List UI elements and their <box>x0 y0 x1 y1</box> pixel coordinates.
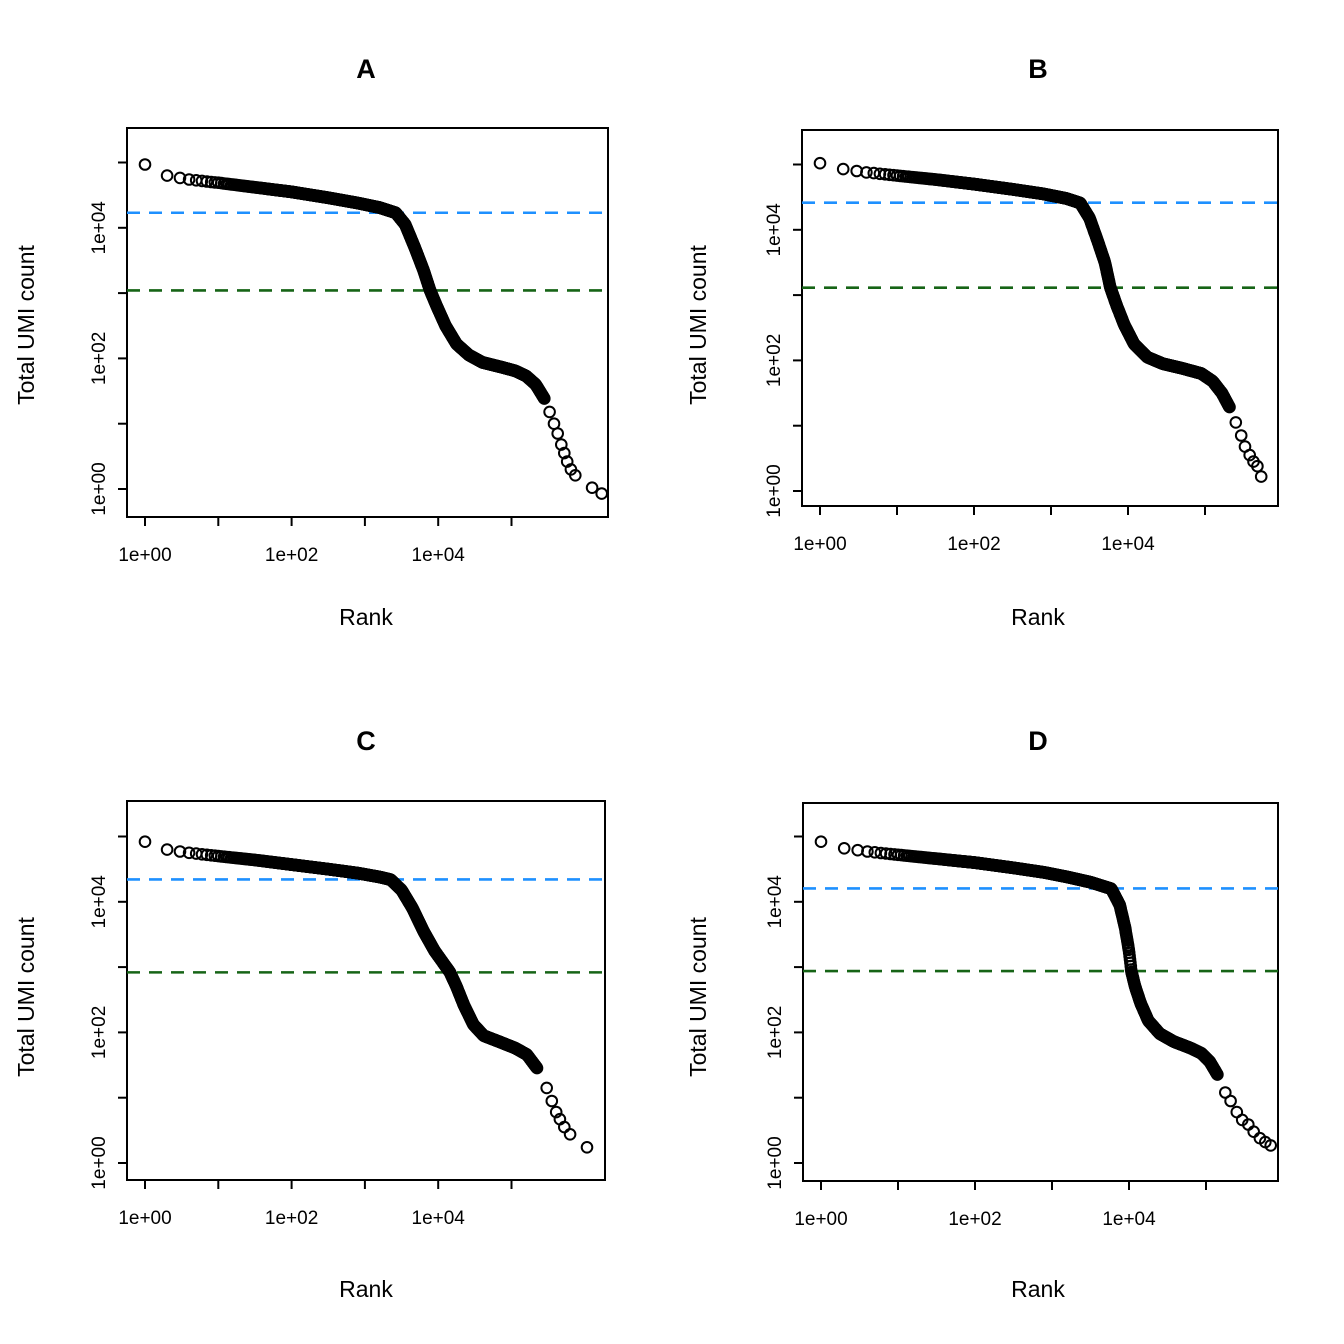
panel-title-b: B <box>1028 54 1048 84</box>
plot-border <box>802 802 1279 1182</box>
svg-text:1e+00: 1e+00 <box>118 545 171 566</box>
svg-text:1e+02: 1e+02 <box>948 1209 1001 1230</box>
axis-ticks <box>794 835 1207 1190</box>
svg-text:1e+04: 1e+04 <box>412 1208 466 1229</box>
panel-d-plot: 1e+00 1e+02 1e+04 1e+00 1e+02 1e+04 <box>765 802 1279 1230</box>
svg-text:1e+02: 1e+02 <box>265 545 318 566</box>
axis-ticks <box>793 163 1206 515</box>
plot-border <box>126 800 606 1181</box>
svg-text:1e+02: 1e+02 <box>265 1208 318 1229</box>
svg-text:1e+00: 1e+00 <box>89 462 110 515</box>
x-axis-label-a: Rank <box>339 604 393 630</box>
panel-title-d: D <box>1028 726 1048 756</box>
plot-border <box>801 129 1279 507</box>
svg-text:1e+04: 1e+04 <box>89 875 110 929</box>
svg-text:1e+04: 1e+04 <box>89 201 110 255</box>
svg-text:1e+00: 1e+00 <box>765 1136 786 1189</box>
svg-text:1e+04: 1e+04 <box>1101 534 1155 555</box>
panel-a: A 1e+00 1e+02 1e+04 1e+00 1e+02 1e+04 Rank To… <box>0 0 672 672</box>
panel-title-a: A <box>356 54 376 84</box>
svg-text:1e+04: 1e+04 <box>765 875 786 929</box>
svg-text:1e+00: 1e+00 <box>89 1136 110 1189</box>
data-points <box>138 158 609 500</box>
data-points <box>814 835 1278 1152</box>
y-axis-label-a: Total UMI count <box>13 245 39 405</box>
axis-ticks <box>118 835 513 1189</box>
x-axis-label-d: Rank <box>1011 1276 1065 1302</box>
svg-text:1e+04: 1e+04 <box>1102 1209 1156 1230</box>
data-points <box>813 156 1268 483</box>
panel-a-plot: 1e+00 1e+02 1e+04 1e+00 1e+02 1e+04 <box>89 127 609 566</box>
svg-text:1e+02: 1e+02 <box>764 334 785 387</box>
svg-text:1e+00: 1e+00 <box>118 1208 171 1229</box>
svg-text:1e+02: 1e+02 <box>89 1006 110 1059</box>
panel-title-c: C <box>356 726 376 756</box>
svg-text:1e+04: 1e+04 <box>764 203 785 257</box>
svg-text:1e+02: 1e+02 <box>89 332 110 385</box>
x-axis-label-c: Rank <box>339 1276 393 1302</box>
panel-b-plot: 1e+00 1e+02 1e+04 1e+00 1e+02 1e+04 <box>764 129 1279 555</box>
axis-ticks <box>118 161 513 526</box>
panel-d: D 1e+00 1e+02 1e+04 1e+00 1e+02 1e+04 Rank To… <box>672 672 1344 1344</box>
svg-text:1e+00: 1e+00 <box>764 464 785 517</box>
y-axis-label-d: Total UMI count <box>685 917 711 1077</box>
x-axis-label-b: Rank <box>1011 604 1065 630</box>
svg-text:1e+02: 1e+02 <box>765 1006 786 1059</box>
svg-text:1e+00: 1e+00 <box>793 534 846 555</box>
plot-border <box>126 127 609 518</box>
panel-c: C 1e+00 1e+02 1e+04 1e+00 1e+02 1e+04 Rank To… <box>0 672 672 1344</box>
panel-b: B 1e+00 1e+02 1e+04 1e+00 1e+02 1e+04 Rank To… <box>672 0 1344 672</box>
tick-labels: 1e+00 1e+02 1e+04 1e+00 1e+02 1e+04 <box>765 875 1156 1230</box>
data-points <box>138 835 594 1154</box>
svg-text:1e+00: 1e+00 <box>794 1209 847 1230</box>
tick-labels: 1e+00 1e+02 1e+04 1e+00 1e+02 1e+04 <box>89 875 465 1229</box>
tick-labels: 1e+00 1e+02 1e+04 1e+00 1e+02 1e+04 <box>764 203 1155 555</box>
svg-text:1e+02: 1e+02 <box>947 534 1000 555</box>
y-axis-label-c: Total UMI count <box>13 917 39 1077</box>
tick-labels: 1e+00 1e+02 1e+04 1e+00 1e+02 1e+04 <box>89 201 465 566</box>
panel-c-plot: 1e+00 1e+02 1e+04 1e+00 1e+02 1e+04 <box>89 800 606 1229</box>
y-axis-label-b: Total UMI count <box>685 245 711 405</box>
svg-text:1e+04: 1e+04 <box>412 545 466 566</box>
